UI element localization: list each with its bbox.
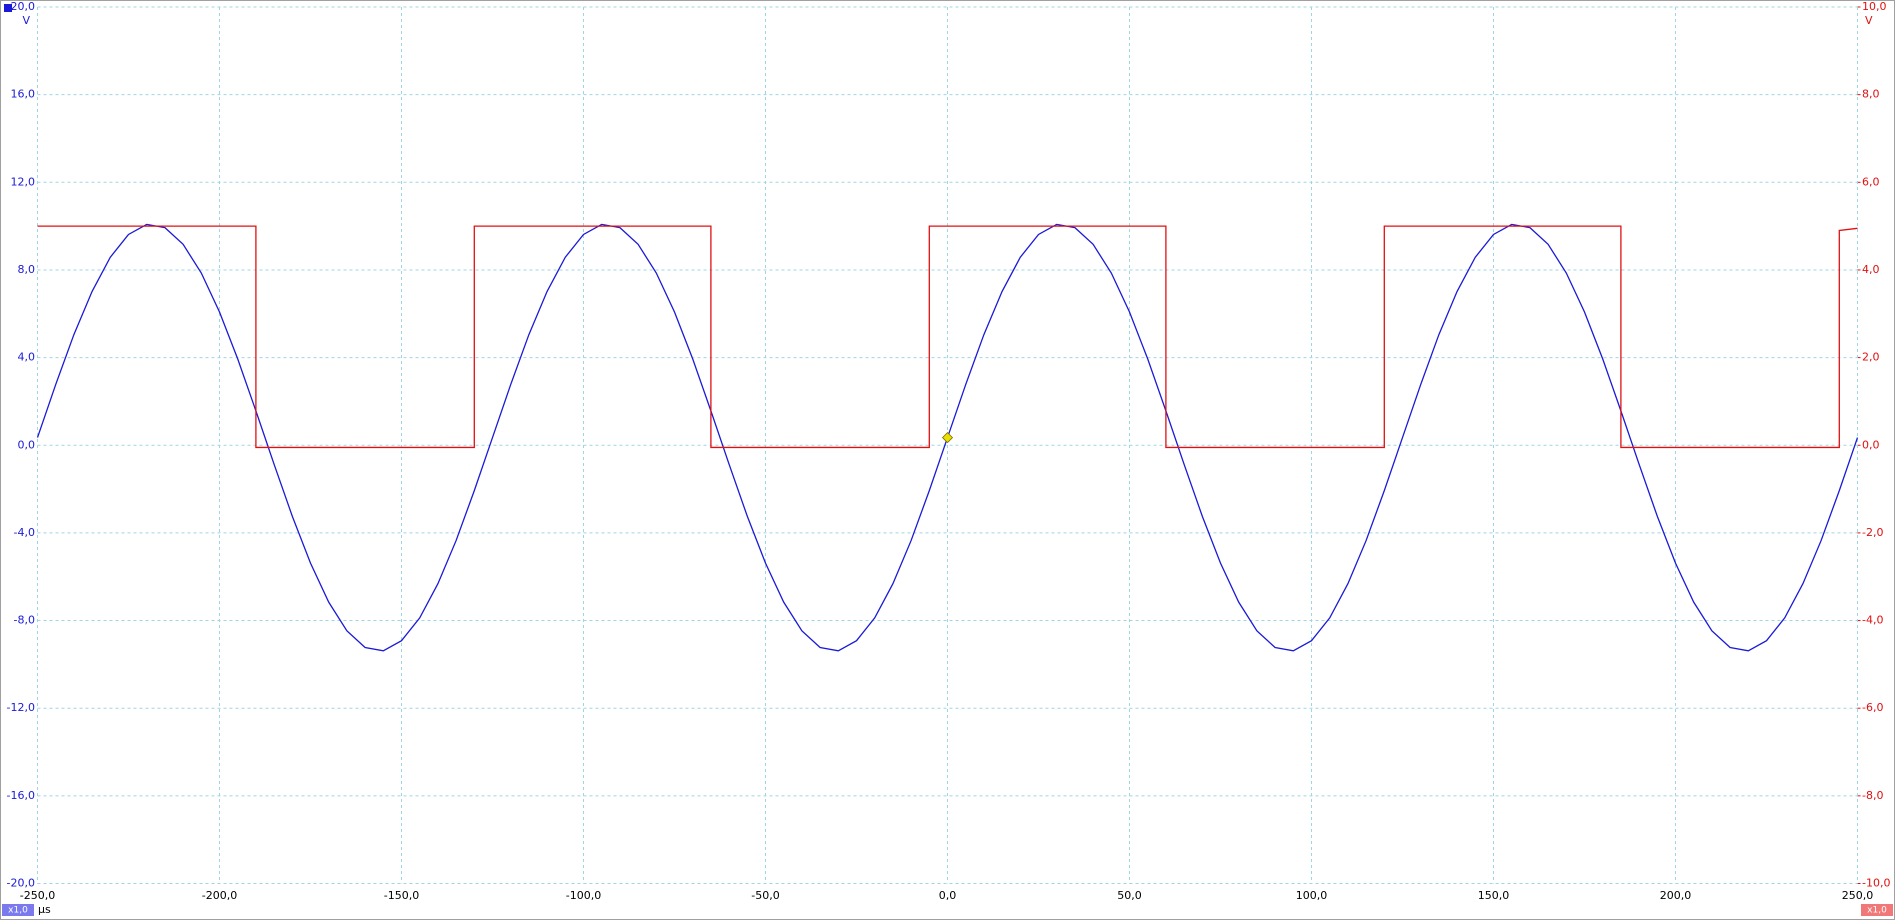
y-tick-label: 16,0 <box>11 88 36 101</box>
x-tick-label: 50,0 <box>1117 889 1142 902</box>
x-tick-label: -150,0 <box>384 889 419 902</box>
y2-tick-label: -10,0 <box>1862 877 1890 890</box>
y2-tick-label: 6,0 <box>1862 175 1880 188</box>
x-tick-label: 250,0 <box>1842 889 1874 902</box>
y-tick-label: 4,0 <box>18 351 36 364</box>
x-tick-label: -100,0 <box>566 889 601 902</box>
y2-unit: V <box>1865 14 1873 27</box>
x-unit: µs <box>38 903 51 916</box>
x-tick-label: 0,0 <box>939 889 957 902</box>
x-tick-label: 200,0 <box>1660 889 1692 902</box>
y-unit: V <box>22 14 30 27</box>
trace <box>37 225 1858 449</box>
y-tick-label: -12,0 <box>7 701 35 714</box>
channel-a-scale: x1,0 <box>8 906 28 916</box>
y2-tick-label: 4,0 <box>1862 263 1880 276</box>
x-tick-label: 100,0 <box>1296 889 1328 902</box>
y-tick-label: 8,0 <box>18 263 36 276</box>
y2-tick-label: -4,0 <box>1862 614 1883 627</box>
y-tick-label: -16,0 <box>7 789 35 802</box>
y-tick-label: 12,0 <box>11 175 36 188</box>
y2-tick-label: -6,0 <box>1862 701 1883 714</box>
y-tick-label: 0,0 <box>18 438 36 451</box>
y-tick-label: 20,0 <box>11 0 36 13</box>
y2-tick-label: 0,0 <box>1862 438 1880 451</box>
x-tick-label: -200,0 <box>202 889 237 902</box>
y-tick-label: -20,0 <box>7 877 35 890</box>
y2-tick-label: 8,0 <box>1862 88 1880 101</box>
y2-tick-label: -8,0 <box>1862 789 1883 802</box>
channel-a-icon <box>4 4 12 12</box>
y2-tick-label: -2,0 <box>1862 526 1883 539</box>
y2-tick-label: 2,0 <box>1862 351 1880 364</box>
channel-b-badge[interactable] <box>1861 904 1893 916</box>
channel-a-badge[interactable] <box>2 904 34 916</box>
y2-tick-label: 10,0 <box>1862 0 1887 13</box>
y-tick-label: -4,0 <box>14 526 35 539</box>
y-tick-label: -8,0 <box>14 614 35 627</box>
x-tick-label: -250,0 <box>20 889 55 902</box>
trigger-marker <box>941 432 954 444</box>
x-tick-label: -50,0 <box>751 889 779 902</box>
x-tick-label: 150,0 <box>1478 889 1510 902</box>
channel-b-scale: x1,0 <box>1867 906 1887 916</box>
